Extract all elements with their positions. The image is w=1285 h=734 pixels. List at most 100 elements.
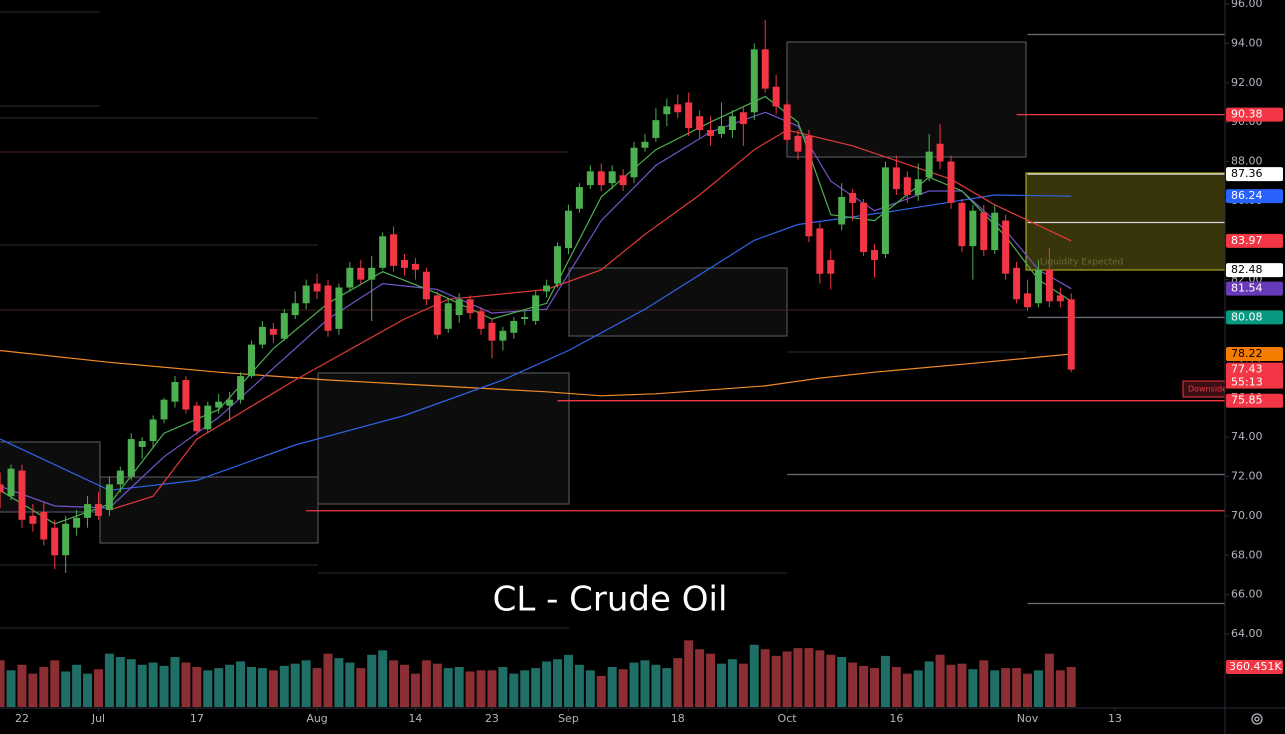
price-tag-label: 90.38 (1231, 108, 1263, 121)
volume-bar (257, 668, 267, 707)
volume-bar (607, 667, 617, 707)
volume-bar (115, 657, 125, 707)
volume-bar (389, 660, 399, 707)
x-tick-label: Aug (306, 712, 327, 725)
candle-body (892, 167, 900, 190)
price-tag (1226, 393, 1283, 408)
volume-bar (716, 663, 726, 707)
candle-body (422, 271, 430, 300)
candle-body (783, 104, 791, 140)
candle-body (29, 515, 37, 524)
downside-tag: Downside (1182, 380, 1225, 398)
candle-body (390, 234, 398, 266)
price-tag-label: 86.24 (1231, 189, 1263, 202)
volume-bar (378, 650, 388, 707)
volume-bar (695, 649, 705, 707)
volume-bar (727, 659, 737, 707)
candle-body (772, 86, 780, 107)
candle-body (936, 143, 944, 162)
volume (0, 640, 1076, 707)
candle-body (575, 187, 583, 209)
volume-bar (6, 670, 16, 707)
candle-body (728, 116, 736, 130)
candle-body (84, 504, 92, 518)
candle-body (707, 130, 715, 136)
settings-icon[interactable] (1251, 713, 1263, 725)
candle-body (313, 283, 321, 292)
volume-bar (334, 658, 344, 707)
x-tick-label: 13 (1108, 712, 1122, 725)
candle-body (980, 212, 988, 251)
x-tick-label: Nov (1017, 712, 1039, 725)
volume-bar (192, 667, 202, 707)
levels (306, 33, 1225, 605)
volume-bar (706, 653, 716, 707)
volume-bar (880, 655, 890, 707)
candle-body (73, 517, 81, 528)
zone (568, 267, 788, 337)
volume-bar (17, 664, 27, 707)
price-tag (1226, 310, 1283, 325)
candle-body (62, 523, 70, 556)
volume-bar (990, 670, 1000, 707)
candle-body (510, 320, 518, 333)
price-tag-label: 83.97 (1231, 234, 1263, 247)
volume-bar (39, 667, 49, 707)
candle-body (674, 104, 682, 113)
price-tag (1226, 107, 1283, 122)
candles (0, 19, 1075, 573)
candle-body (204, 405, 212, 430)
overlay-line (0, 194, 1072, 491)
volume-bar (72, 664, 82, 707)
price-tag-label: 87.36 (1231, 167, 1263, 180)
settings-icon-ring[interactable] (1251, 713, 1263, 725)
candle-body (149, 419, 157, 442)
volume-bar (476, 670, 486, 707)
volume-bar (804, 648, 814, 707)
candle-body (860, 202, 868, 253)
volume-bar (662, 668, 672, 707)
candle-body (138, 441, 146, 447)
volume-bar (421, 660, 431, 707)
volume-bar (859, 665, 869, 707)
volume-bar (83, 673, 93, 707)
candle-body (411, 263, 419, 270)
volume-bar (793, 648, 803, 707)
candle-body (237, 376, 245, 400)
candle-body (881, 167, 889, 255)
volume-bar (246, 667, 256, 707)
volume-bar (520, 670, 530, 707)
overlays (0, 95, 1072, 525)
volume-bar (957, 663, 967, 707)
volume-bar (290, 663, 300, 707)
volume-bar (815, 650, 825, 707)
volume-bar (181, 662, 191, 707)
volume-bar (618, 669, 628, 707)
price-tag-label: 81.54 (1231, 282, 1263, 295)
candle-body (543, 285, 551, 292)
y-tick-label: 88.00 (1231, 155, 1263, 168)
volume-bar (1033, 670, 1043, 707)
candle-body (346, 267, 354, 288)
y-tick-label: 72.00 (1231, 470, 1263, 483)
volume-bar (684, 640, 694, 707)
volume-bar (782, 651, 792, 707)
volume-tag (1226, 659, 1283, 674)
volume-bar (236, 661, 246, 707)
price-tag (1226, 233, 1283, 248)
price-tags: 90.38 87.36 86.24 83.97 82.48 81.54 80.08 78.22… (1226, 107, 1283, 674)
volume-bar (596, 675, 606, 707)
volume-bar (50, 660, 60, 707)
volume-bar (629, 662, 639, 707)
candle-body (105, 484, 113, 510)
volume-bar (465, 671, 475, 707)
volume-bar (93, 669, 103, 707)
candle-body (357, 267, 365, 280)
settings-icon-core[interactable] (1254, 716, 1260, 722)
price-tag (1226, 263, 1283, 278)
candle-body (794, 135, 802, 152)
volume-bar (443, 668, 453, 707)
price-tag-label: 82.48 (1231, 263, 1263, 276)
candle-body (849, 193, 857, 203)
